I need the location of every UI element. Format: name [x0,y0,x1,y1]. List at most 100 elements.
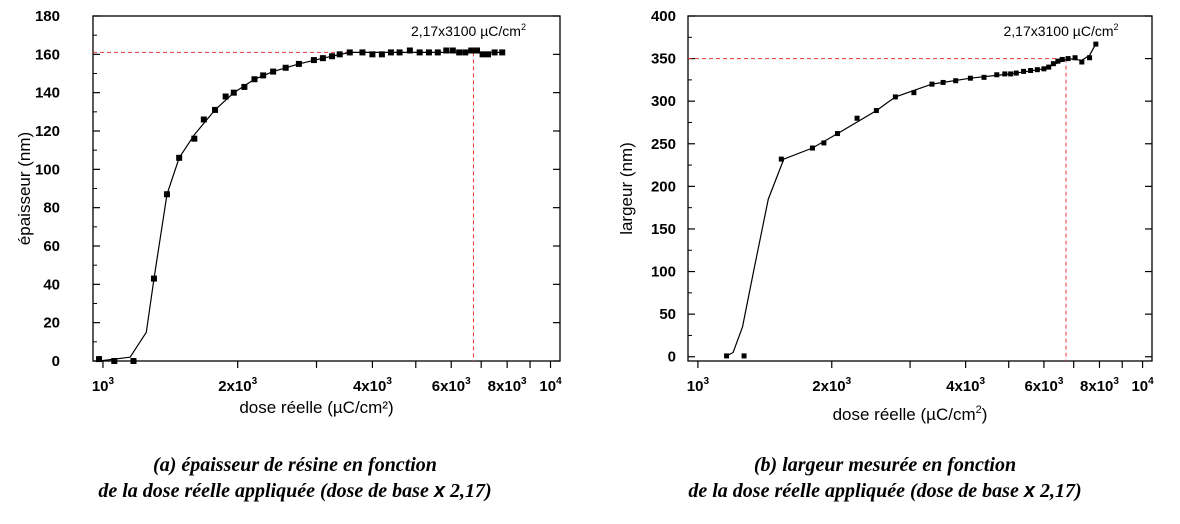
data-point [911,90,917,96]
x-axis-title: dose réelle (µC/cm2) [833,404,988,424]
data-point [1055,58,1061,64]
data-point [1028,68,1034,74]
y-tick-label: 0 [52,353,60,370]
data-point [724,353,730,359]
x-tick-label: 104 [539,376,562,395]
caption-b-line1: (b) largeur mesurée en fonction [753,454,1017,476]
x-tick-label: 2x103 [812,376,851,395]
data-point [336,51,343,58]
x-tick-label: 6x103 [1024,376,1063,395]
x-tick-label: 4x103 [353,376,392,395]
data-point [191,135,198,142]
data-point [1050,61,1056,67]
data-point [396,49,403,56]
data-point [1087,55,1093,61]
data-point [873,108,879,114]
data-point [953,78,959,84]
data-point [456,49,463,56]
data-point [260,72,267,79]
data-point [222,93,229,100]
data-point [1013,70,1019,76]
data-point [369,51,376,58]
data-point [443,47,450,54]
data-point [111,358,118,364]
data-point [940,79,946,85]
data-point [1034,67,1040,73]
data-point [200,116,207,123]
data-point [346,49,353,56]
data-point [96,356,103,363]
data-point [310,57,317,64]
caption-a-line2: de la dose réelle appliquée (dose de bas… [98,480,492,502]
x-tick-label: 4x103 [946,376,985,395]
data-point [1041,66,1047,72]
annotation-label: 2,17x3100 µC/cm2 [411,22,526,39]
caption-b-line2: de la dose réelle appliquée (dose de bas… [688,480,1082,502]
y-tick-label: 20 [43,315,60,332]
data-point [251,76,258,83]
caption-a-line1: (a) épaisseur de résine en fonction [153,454,437,476]
x-tick-label: 104 [1131,376,1154,395]
data-point [479,51,486,58]
data-point [821,140,827,146]
x-tick-label: 8x103 [1080,376,1119,395]
y-tick-label: 160 [35,46,60,63]
fit-curve [98,51,503,362]
data-point [809,145,815,151]
y-tick-label: 300 [651,93,676,110]
y-axis-title: largeur (nm) [617,142,636,235]
data-point [163,191,170,198]
data-point [741,353,747,359]
plot-frame [92,15,561,362]
data-point [1065,56,1071,62]
data-point [212,106,219,113]
data-point [406,47,413,54]
data-point [929,81,935,87]
data-point [1059,56,1065,62]
chart-width: 0 50 100 150 200 250 300 350 400 103 2x103 4x103 6x1… [617,8,1154,424]
data-point [387,49,394,56]
data-point [434,49,441,56]
y-tick-label: 140 [35,85,60,102]
x-tick-label: 2x103 [218,376,257,395]
x-tick-label: 103 [92,376,115,395]
data-point [1021,68,1027,74]
caption-a: (a) épaisseur de résine en fonction de l… [0,452,590,504]
data-point [1072,55,1078,61]
data-point [1079,59,1085,65]
x-axis-title: dose réelle (µC/cm²) [239,398,393,417]
y-tick-label: 350 [651,51,676,68]
data-point [462,49,469,56]
y-tick-label: 150 [651,221,676,238]
data-point [778,156,784,162]
data-point [834,131,840,137]
data-point [295,60,302,67]
data-point [176,154,183,161]
caption-b: (b) largeur mesurée en fonction de la do… [590,452,1180,504]
data-point [319,55,326,62]
data-point [485,51,492,58]
data-point [1093,41,1099,47]
y-tick-label: 180 [35,8,60,25]
y-tick-label: 100 [651,264,676,281]
y-tick-label: 120 [35,123,60,140]
y-tick-label: 250 [651,136,676,153]
chart-thickness: 0 20 40 60 80 100 120 140 160 180 103 2x103 4x103 6x1… [15,8,562,417]
data-point [416,49,423,56]
x-tick-label: 103 [687,376,710,395]
data-point [499,49,506,56]
y-tick-label: 80 [43,200,60,217]
y-tick-label: 60 [43,238,60,255]
data-point [150,275,157,282]
data-point [1046,64,1052,70]
fit-curve [726,43,1097,357]
annotation-label: 2,17x3100 µC/cm2 [1003,22,1118,39]
data-point [449,47,456,54]
data-point [468,47,475,54]
y-tick-label: 400 [651,8,676,25]
data-point [491,49,498,56]
y-tick-label: 200 [651,178,676,195]
plot-frame [687,15,1153,362]
data-point [329,53,336,60]
data-point [378,51,385,58]
